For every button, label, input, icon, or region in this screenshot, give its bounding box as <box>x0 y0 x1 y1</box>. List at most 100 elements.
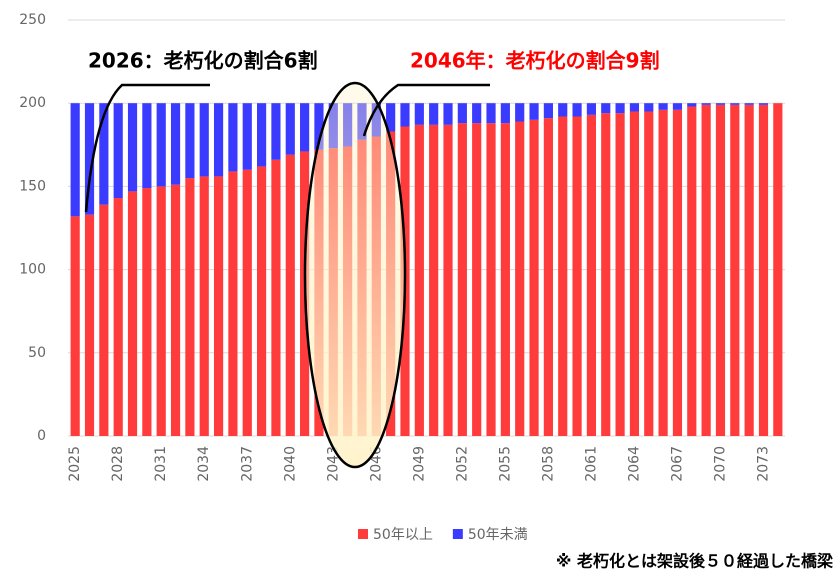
bar-segment <box>543 118 553 437</box>
x-tick-label: 2028 <box>110 446 126 482</box>
bar-segment <box>558 103 568 117</box>
legend-label: 50年以上 <box>373 527 433 543</box>
bar-segment <box>185 178 195 436</box>
bar-segment <box>99 103 109 205</box>
bar-segment <box>170 103 181 185</box>
bar-segment <box>242 169 252 436</box>
bar-segment <box>543 103 553 119</box>
x-tick-label: 2040 <box>282 446 298 482</box>
x-tick-label: 2037 <box>239 446 255 482</box>
footnote: ※ 老朽化とは架設後５０経過した橋梁 <box>556 552 834 571</box>
callout-line <box>362 83 490 137</box>
x-tick-label: 2049 <box>411 446 427 482</box>
bar-segment <box>500 123 510 436</box>
bar-segment <box>285 103 295 155</box>
bar-segment <box>457 123 467 436</box>
bar-segment <box>228 171 238 436</box>
bar-segment <box>199 176 209 436</box>
x-tick-label: 2031 <box>153 446 169 482</box>
bar-segment <box>271 159 281 436</box>
callout-line <box>84 83 210 213</box>
bar-segment <box>586 114 596 437</box>
bar-segment <box>658 103 668 110</box>
x-tick-label: 2058 <box>540 446 556 482</box>
bar-segment <box>572 103 582 117</box>
bar-segment <box>758 104 769 436</box>
bar-segment <box>228 103 238 172</box>
x-tick-label: 2067 <box>669 446 685 482</box>
bar-segment <box>242 103 252 170</box>
bar-segment <box>744 104 754 436</box>
bar-segment <box>70 103 80 217</box>
bar-segment <box>257 166 267 436</box>
bar-segment <box>472 123 482 436</box>
legend-swatch <box>358 529 368 539</box>
bar-segment <box>429 103 439 125</box>
bar-segment <box>672 109 683 436</box>
bar-segment <box>400 103 410 127</box>
annotation: 2046年：老朽化の割合9割 <box>410 49 660 73</box>
bar-segment <box>615 113 625 437</box>
bar-segment <box>715 103 726 105</box>
bar-segment <box>199 103 209 177</box>
bar-segment <box>486 123 496 436</box>
x-tick-label: 2061 <box>583 446 599 482</box>
bar-segment <box>629 111 640 437</box>
bar-segment <box>113 198 123 436</box>
bar-segment <box>572 116 582 437</box>
highlight-ellipse <box>303 81 407 469</box>
bar-segment <box>486 103 496 124</box>
bar-segment <box>601 113 611 437</box>
bar-segment <box>213 103 224 177</box>
bar-segment <box>414 103 424 125</box>
x-tick-label: 2055 <box>497 446 513 482</box>
bar-segment <box>271 103 281 160</box>
x-tick-label: 2025 <box>67 446 83 482</box>
x-tick-label: 2070 <box>712 446 728 482</box>
y-tick-label: 150 <box>19 178 46 194</box>
bar-segment <box>314 103 324 150</box>
bar-segment <box>644 103 654 112</box>
bar-segment <box>529 103 539 120</box>
x-tick-label: 2064 <box>626 446 642 482</box>
bar-segment <box>257 103 267 167</box>
bar-segment <box>558 116 568 437</box>
y-tick-label: 250 <box>19 12 46 28</box>
legend-swatch <box>452 529 463 539</box>
bar-segment <box>285 154 295 436</box>
bar-segment <box>500 103 510 124</box>
bar-segment <box>529 119 539 436</box>
bar-segment <box>99 204 109 436</box>
bar-segment <box>715 104 726 436</box>
x-tick-label: 2052 <box>454 446 470 482</box>
bar-segment <box>687 106 697 436</box>
x-tick-label: 2073 <box>755 446 771 482</box>
bar-segment <box>429 124 439 436</box>
bar-segment <box>443 124 453 436</box>
bar-segment <box>672 103 683 110</box>
bar-segment <box>730 103 740 105</box>
bar-segment <box>658 109 668 436</box>
bar-segment <box>113 103 123 199</box>
bar-segment <box>386 103 396 132</box>
bar-segment <box>127 103 138 192</box>
bar-segment <box>142 103 152 189</box>
bar-segment <box>586 103 596 115</box>
bar-segment <box>701 103 711 105</box>
bar-segment <box>758 103 769 105</box>
annotation: 2026：老朽化の割合6割 <box>88 49 318 73</box>
bar-segment <box>185 103 195 179</box>
bar-segment <box>213 176 224 436</box>
bar-segment <box>300 103 310 152</box>
bar-segment <box>84 214 95 436</box>
y-tick-label: 50 <box>28 345 46 361</box>
bar-segment <box>515 103 525 122</box>
bar-segment <box>773 103 783 436</box>
bar-segment <box>730 104 740 436</box>
y-tick-label: 0 <box>37 428 46 444</box>
legend-label: 50年未満 <box>468 527 528 543</box>
bar-segment <box>701 104 711 436</box>
bar-segment <box>142 188 152 436</box>
bar-segment <box>615 103 625 114</box>
